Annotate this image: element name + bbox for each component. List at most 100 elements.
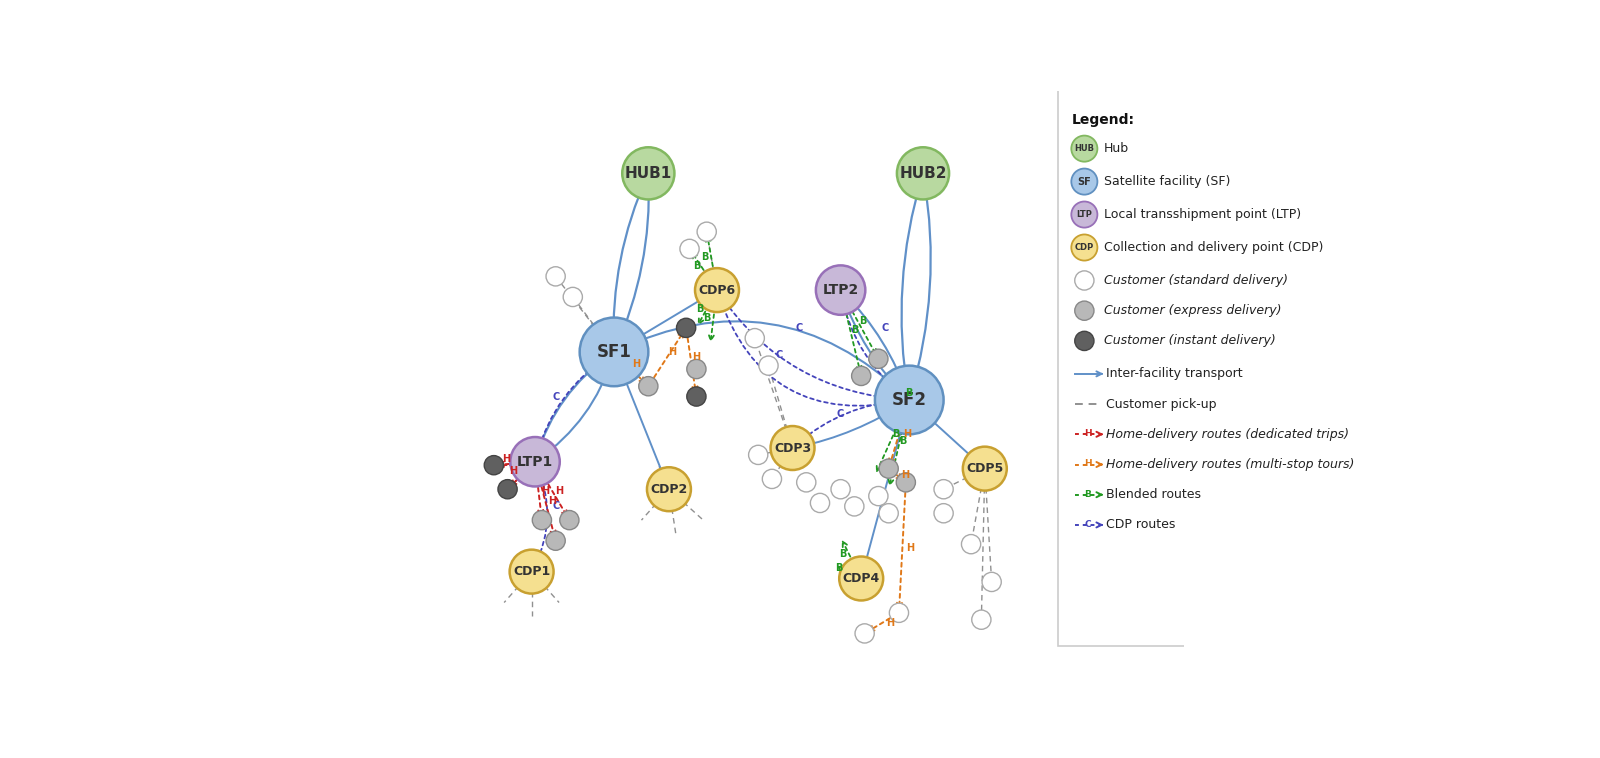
Text: H: H [901,471,909,481]
Circle shape [869,349,888,368]
Text: Blended routes: Blended routes [1106,488,1202,501]
Text: CDP1: CDP1 [514,565,550,578]
Text: H: H [691,352,701,362]
Circle shape [816,265,866,315]
Text: B: B [859,316,867,326]
Circle shape [638,377,658,396]
Text: H: H [907,543,915,553]
Text: H: H [1083,429,1091,438]
Circle shape [830,480,850,499]
Text: CDP: CDP [1075,243,1094,252]
Text: B: B [838,550,846,559]
Circle shape [560,510,579,530]
Text: C: C [774,350,782,360]
FancyBboxPatch shape [1058,86,1186,646]
Text: CDP4: CDP4 [843,572,880,585]
Text: H: H [667,347,677,357]
Circle shape [971,610,990,629]
Circle shape [762,469,781,489]
Text: B: B [835,563,843,573]
Circle shape [546,267,565,286]
Circle shape [510,437,560,487]
Text: C: C [552,392,560,402]
Circle shape [896,473,915,492]
Text: B: B [906,388,914,398]
Circle shape [893,384,912,402]
Circle shape [878,459,898,478]
Text: H: H [502,454,510,464]
Text: B: B [899,436,906,446]
Text: B: B [851,324,858,334]
Text: H: H [902,429,912,440]
Text: H: H [541,486,549,496]
Text: B: B [702,312,710,323]
Text: C: C [1085,520,1091,529]
Circle shape [694,268,739,312]
Circle shape [510,550,554,594]
Circle shape [851,366,870,386]
Text: HUB2: HUB2 [899,166,947,181]
Circle shape [1072,202,1098,227]
Text: CDP3: CDP3 [774,441,811,455]
Text: Home-delivery routes (dedicated trips): Home-delivery routes (dedicated trips) [1106,428,1349,441]
Text: HUB: HUB [1074,144,1094,153]
Circle shape [1075,271,1094,290]
Circle shape [698,222,717,241]
Circle shape [686,359,706,379]
Circle shape [878,503,898,523]
Circle shape [646,467,691,511]
Circle shape [563,287,582,306]
Circle shape [962,534,981,554]
Circle shape [875,365,944,434]
Text: Local transshipment point (LTP): Local transshipment point (LTP) [1104,208,1301,221]
Text: Inter-facility transport: Inter-facility transport [1106,368,1243,381]
Text: C: C [837,409,845,418]
Text: Customer (standard delivery): Customer (standard delivery) [1104,274,1288,287]
Text: B: B [891,429,899,440]
Circle shape [771,426,814,470]
Circle shape [686,387,706,406]
Circle shape [797,473,816,492]
Text: SF1: SF1 [597,343,632,361]
Text: SF2: SF2 [891,391,926,409]
Circle shape [746,328,765,348]
Text: HUB1: HUB1 [624,166,672,181]
Circle shape [533,510,552,530]
Circle shape [579,318,648,387]
Text: C: C [882,323,890,333]
Text: C: C [795,323,803,333]
Text: SF: SF [1077,177,1091,186]
Circle shape [898,147,949,199]
Circle shape [485,456,504,475]
Circle shape [546,531,565,550]
Circle shape [680,240,699,258]
Circle shape [840,556,883,600]
Circle shape [1075,331,1094,350]
Text: C: C [552,501,560,512]
Text: Home-delivery routes (multi-stop tours): Home-delivery routes (multi-stop tours) [1106,458,1355,471]
Circle shape [1072,136,1098,161]
Text: CDP5: CDP5 [966,462,1003,475]
Circle shape [622,147,675,199]
Text: H: H [1083,459,1091,468]
Circle shape [749,445,768,465]
Text: CDP2: CDP2 [650,483,688,496]
Text: LTP: LTP [1077,210,1093,219]
Text: LTP2: LTP2 [822,283,859,297]
Circle shape [498,480,517,499]
Text: Customer (express delivery): Customer (express delivery) [1104,304,1282,317]
Text: Customer pick-up: Customer pick-up [1106,398,1218,411]
Circle shape [982,572,1002,591]
Text: H: H [632,359,640,369]
Circle shape [869,487,888,506]
Circle shape [758,356,778,375]
Circle shape [963,446,1006,490]
Text: B: B [693,261,701,271]
Text: H: H [549,496,557,506]
Circle shape [934,480,954,499]
Text: Hub: Hub [1104,143,1128,155]
Text: CDP6: CDP6 [699,283,736,296]
Circle shape [1072,168,1098,195]
Circle shape [854,624,874,643]
Circle shape [677,318,696,337]
